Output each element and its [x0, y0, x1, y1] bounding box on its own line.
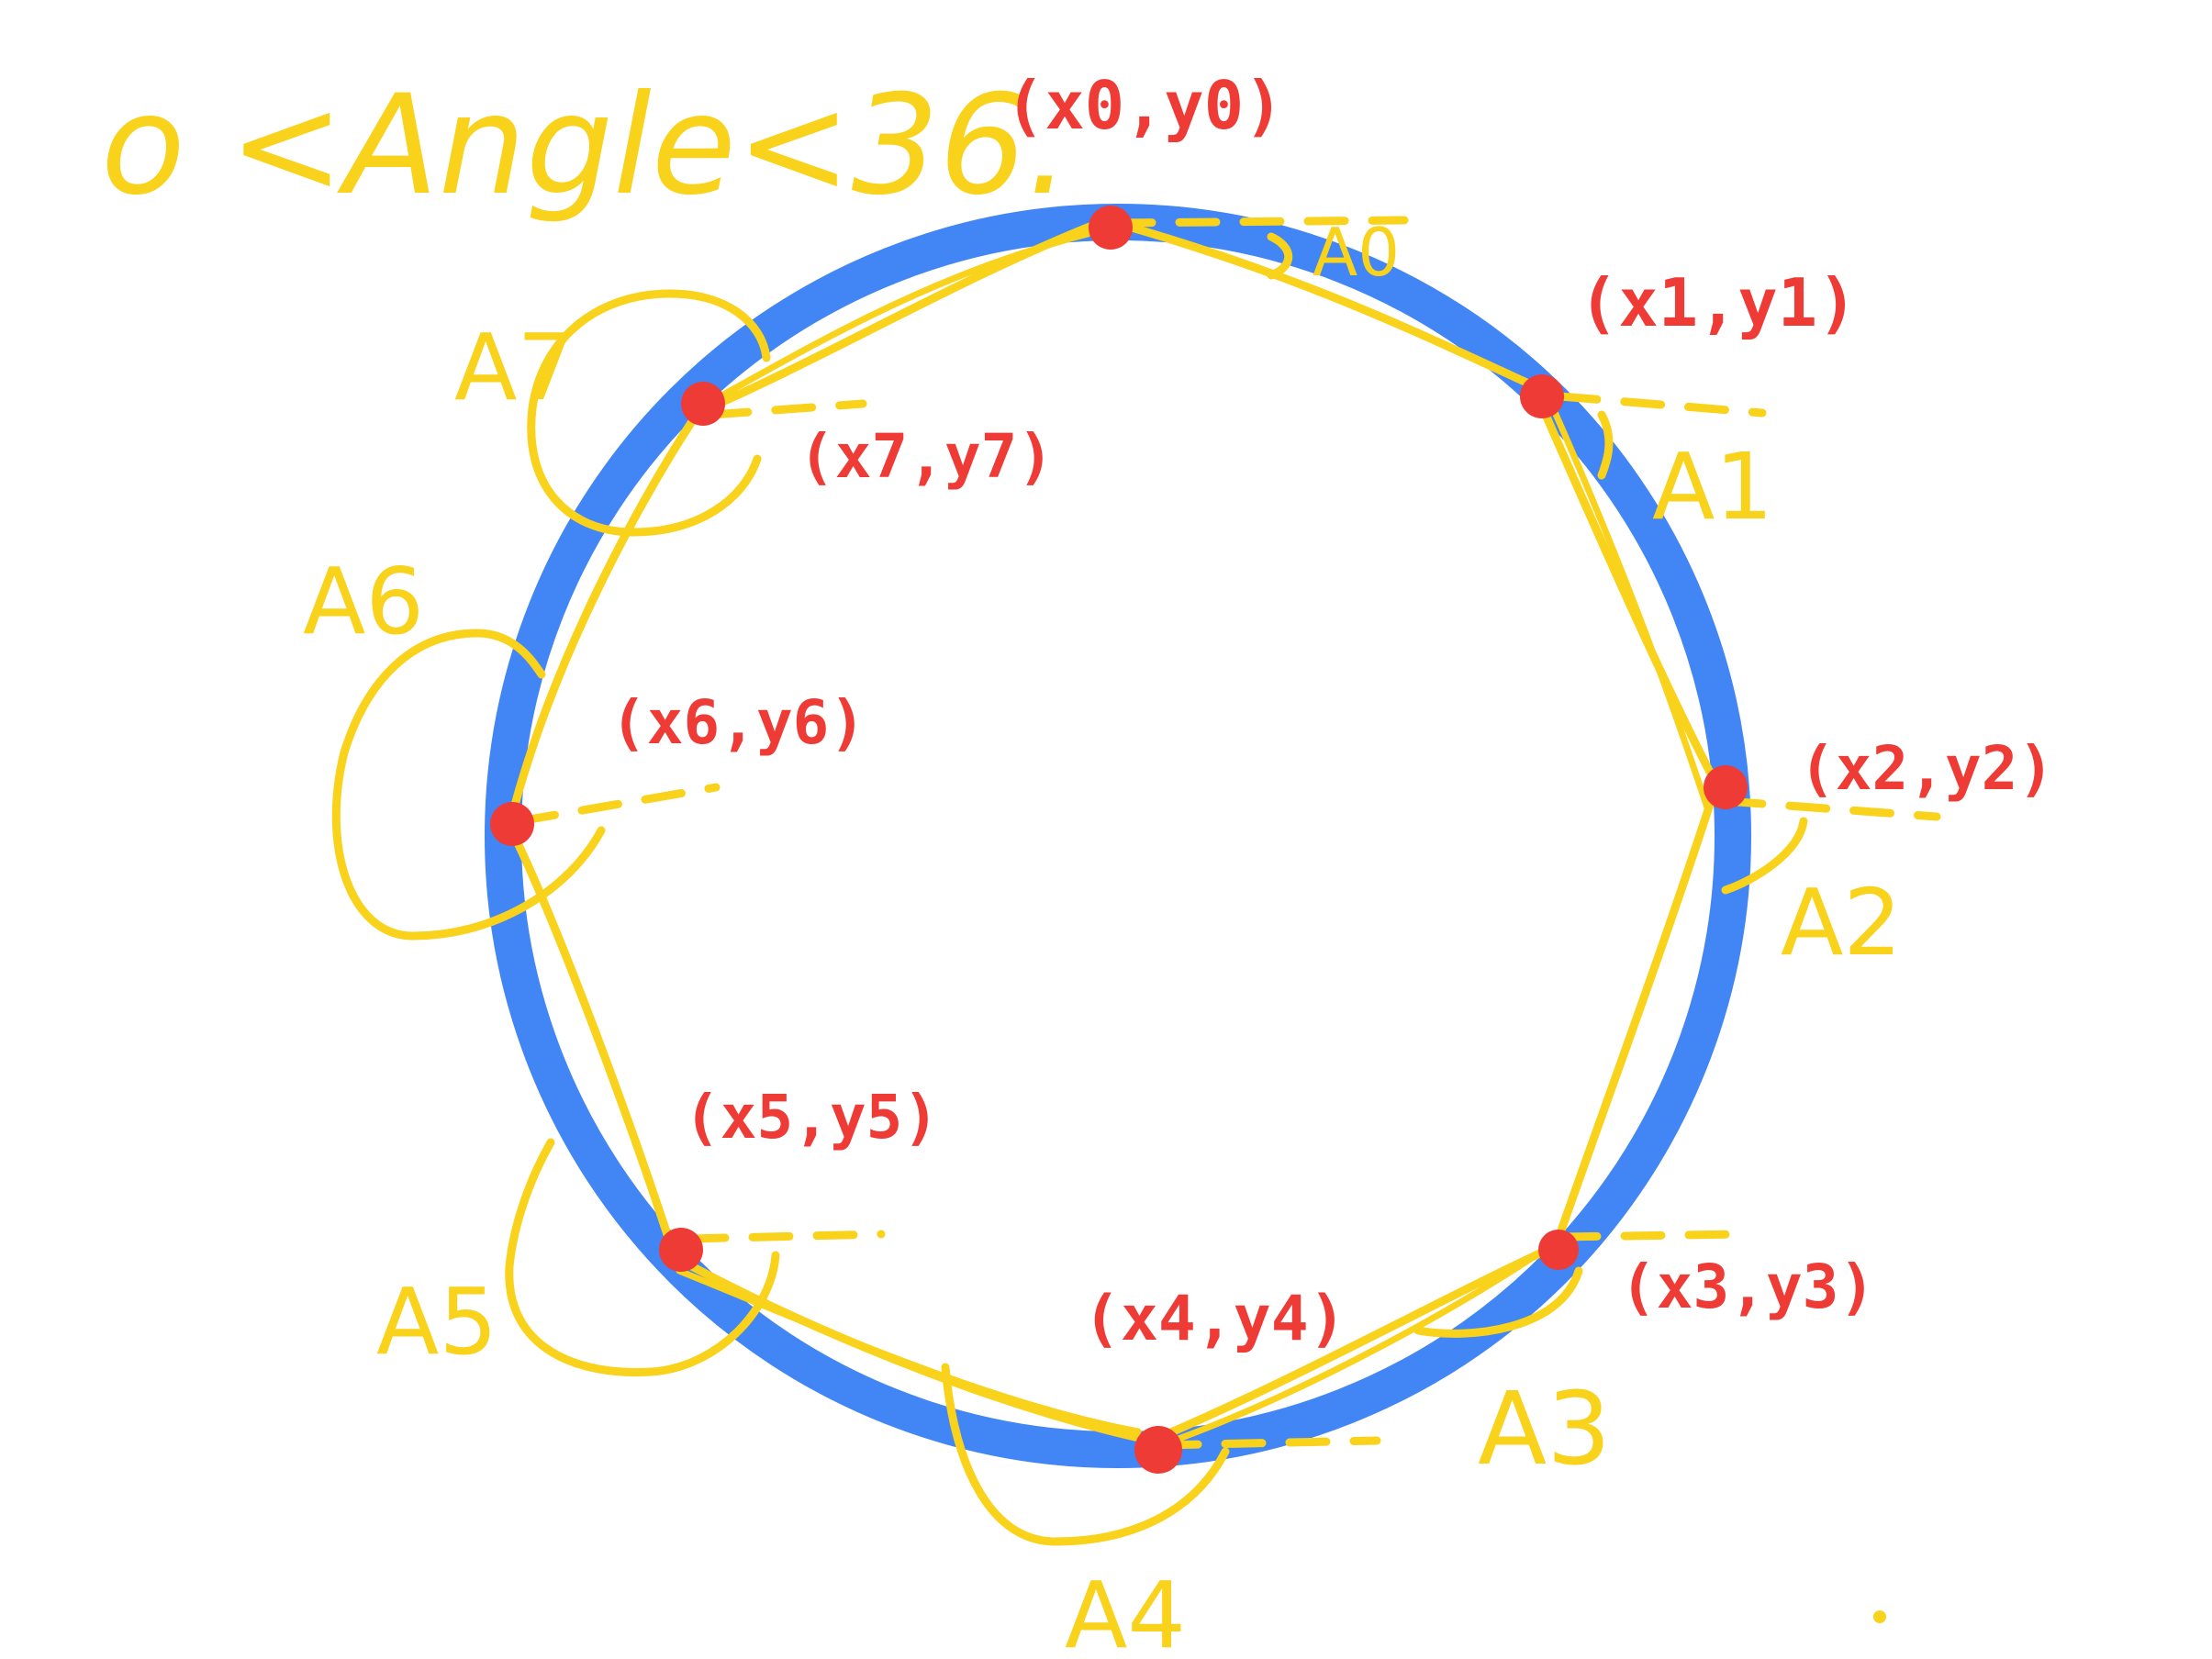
- vertex-points: [490, 206, 1748, 1474]
- angle-label-6: A6: [303, 548, 424, 655]
- arc-a7: [527, 289, 771, 537]
- angle-labels: A0 A1 A2 A3 A4 A5 A6 A7: [303, 214, 1902, 1659]
- angle-label-4: A4: [1065, 1562, 1186, 1659]
- angle-label-2: A2: [1781, 869, 1902, 976]
- arc-a0: [1267, 232, 1293, 280]
- vertex-point-4: [1134, 1426, 1182, 1474]
- arc-a4: [941, 1363, 1230, 1546]
- dashed-reference-lines: [514, 216, 1941, 1450]
- arc-a1: [1597, 410, 1614, 480]
- arc-a3: [1413, 1266, 1583, 1338]
- vertex-point-7: [681, 382, 725, 426]
- vertex-point-3: [1538, 1230, 1579, 1270]
- coord-label-2: (x2,y2): [1799, 733, 2054, 804]
- vertex-point-0: [1089, 206, 1133, 250]
- coord-label-3: (x3,y3): [1620, 1252, 1875, 1322]
- arc-a6: [331, 629, 606, 941]
- heading: o <Angle<36.: [101, 66, 1070, 226]
- coord-label-7: (x7,y7): [799, 421, 1054, 492]
- angle-arcs: [331, 232, 1808, 1546]
- vertex-point-1: [1520, 374, 1564, 418]
- vertex-point-2: [1704, 765, 1748, 809]
- angle-label-3: A3: [1478, 1370, 1611, 1487]
- arc-a5: [505, 1138, 780, 1377]
- coord-label-1: (x1,y1): [1579, 264, 1857, 341]
- stray-dot: [1873, 1610, 1886, 1623]
- coord-label-5: (x5,y5): [684, 1082, 939, 1152]
- arc-a2: [1721, 817, 1808, 895]
- vertex-point-5: [659, 1228, 703, 1272]
- angle-label-5: A5: [376, 1268, 497, 1375]
- angle-label-0: A0: [1313, 214, 1400, 291]
- angle-label-1: A1: [1652, 433, 1773, 540]
- coordinate-labels: (x0,y0) (x1,y1) (x2,y2) (x3,y3) (x4,y4) …: [610, 67, 2054, 1355]
- yellow-polygon-inner-trace: [676, 230, 1711, 1449]
- vertex-point-6: [490, 802, 534, 846]
- coord-label-4: (x4,y4): [1083, 1283, 1346, 1355]
- coord-label-0: (x0,y0): [1005, 67, 1283, 144]
- angle-label-7: A7: [454, 314, 575, 421]
- coord-label-6: (x6,y6): [610, 687, 866, 758]
